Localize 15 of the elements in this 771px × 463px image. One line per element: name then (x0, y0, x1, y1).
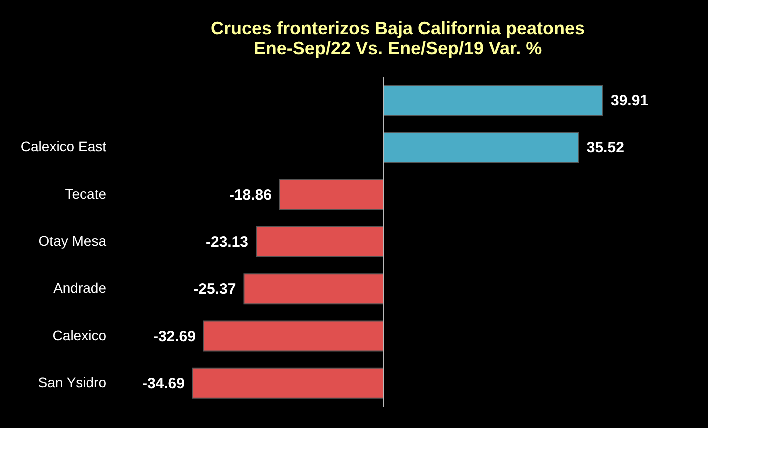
data-label: -32.69 (153, 328, 196, 346)
data-label: -34.69 (142, 375, 185, 392)
y-tick-label: San Ysidro (38, 374, 107, 390)
data-label: 39.91 (611, 92, 649, 110)
y-tick-label: Calexico East (20, 138, 107, 155)
text: Ene-Sep/22 Vs. Ene/Sep/19 Var. % (254, 38, 542, 58)
y-tick-label: Andrade (54, 280, 107, 296)
data-label: 35.52 (586, 140, 624, 157)
data-label: -18.86 (229, 186, 272, 204)
y-tick-label: Calexico (52, 327, 107, 344)
text: Cruces fronterizos Baja California peatones (210, 18, 586, 38)
y-tick-label: Otay Mesa (38, 233, 107, 249)
y-tick-label: Tecate (65, 186, 107, 202)
data-label: -25.37 (194, 281, 236, 298)
data-label: -23.13 (206, 234, 249, 251)
